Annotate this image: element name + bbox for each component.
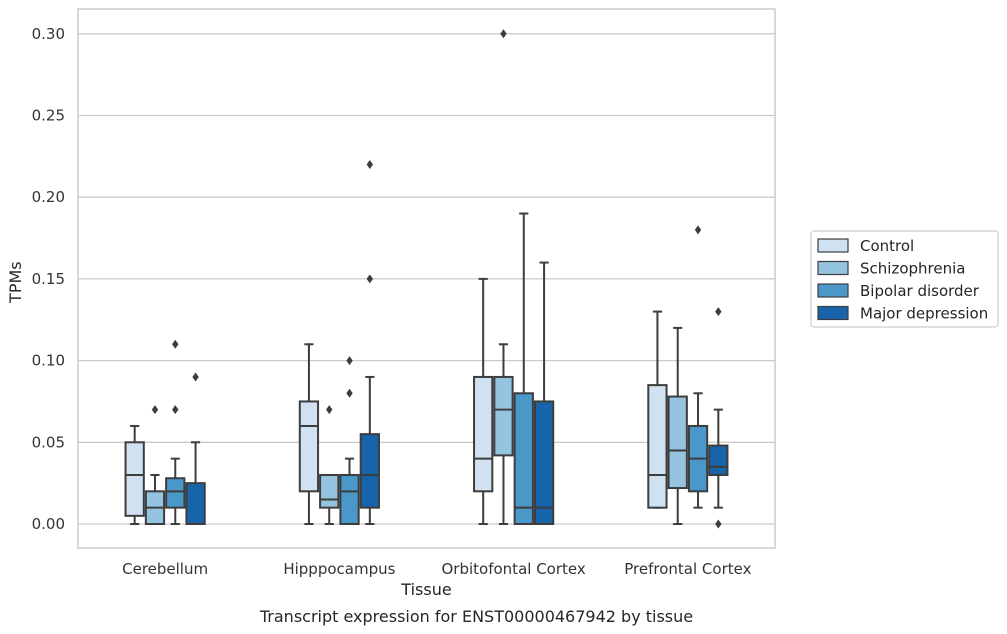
- outlier-marker: [366, 274, 374, 284]
- box-major-depression: [359, 160, 380, 525]
- box-body: [185, 482, 206, 525]
- box-major-depression: [708, 307, 729, 529]
- box-body: [533, 400, 555, 526]
- outlier-marker: [192, 372, 199, 382]
- x-axis-label: Tissue: [400, 580, 451, 599]
- y-tick-label: 0.25: [32, 107, 65, 125]
- plot-frame: [77, 8, 776, 549]
- outlier-marker: [172, 405, 179, 415]
- box-control: [124, 424, 145, 525]
- box-body: [667, 395, 688, 490]
- chart-caption: Transcript expression for ENST0000046794…: [259, 607, 693, 626]
- box-body: [124, 441, 145, 517]
- box-major-depression: [533, 261, 555, 526]
- y-tick-label: 0.10: [32, 352, 65, 370]
- x-tick-label: Prefrontal Cortex: [624, 560, 751, 578]
- outlier-marker: [172, 339, 179, 349]
- x-tick-label: Cerebellum: [122, 560, 208, 578]
- y-axis-label: TPMs: [6, 261, 25, 304]
- box-body: [647, 384, 668, 509]
- y-tick-label: 0.15: [32, 270, 65, 288]
- box-body: [319, 473, 340, 509]
- box-major-depression: [185, 372, 206, 525]
- plot-boxes: [124, 29, 729, 529]
- legend-swatch: [817, 238, 849, 253]
- outlier-marker: [500, 29, 507, 39]
- box-body: [493, 375, 514, 457]
- box-body: [359, 433, 380, 509]
- y-tick-label: 0.05: [32, 433, 65, 451]
- y-tick-labels: 0.00 0.05 0.10 0.15 0.20 0.25 0.30: [32, 25, 65, 533]
- box-body: [339, 473, 360, 526]
- box-schizophrenia: [493, 29, 514, 525]
- box-body: [473, 375, 494, 493]
- box-control: [473, 277, 494, 525]
- box-bipolar-disorder: [513, 212, 534, 525]
- y-tick-label: 0.00: [32, 515, 65, 533]
- box-bipolar-disorder: [165, 339, 186, 525]
- box-schizophrenia: [319, 405, 340, 525]
- outlier-marker: [151, 405, 159, 415]
- legend-label: Bipolar disorder: [860, 282, 980, 300]
- legend-label: Schizophrenia: [860, 260, 965, 278]
- box-body: [165, 477, 186, 509]
- legend-label: Major depression: [860, 305, 988, 323]
- outlier-marker: [715, 519, 722, 529]
- x-tick-label: Orbitofontal Cortex: [442, 560, 586, 578]
- legend-swatch: [817, 283, 849, 298]
- legend-swatch: [817, 260, 849, 276]
- box-body: [513, 392, 534, 525]
- x-tick-label: Hipppocampus: [283, 560, 395, 578]
- box-bipolar-disorder: [339, 356, 360, 526]
- box-body: [298, 400, 320, 493]
- outlier-marker: [694, 225, 702, 235]
- y-tick-label: 0.20: [32, 188, 65, 206]
- y-tick-label: 0.30: [32, 25, 65, 43]
- legend: Control Schizophrenia Bipolar disorder Majo…: [810, 230, 999, 328]
- outlier-marker: [326, 405, 333, 415]
- box-schizophrenia: [144, 405, 166, 526]
- outlier-marker: [715, 307, 722, 317]
- outlier-marker: [366, 160, 374, 170]
- box-control: [298, 343, 320, 525]
- outlier-marker: [346, 356, 353, 366]
- box-control: [647, 310, 668, 509]
- legend-label: Control: [860, 237, 914, 255]
- box-bipolar-disorder: [687, 225, 709, 509]
- box-body: [708, 444, 729, 476]
- x-tick-labels: Cerebellum Hipppocampus Orbitofontal Corte…: [122, 560, 751, 578]
- box-schizophrenia: [667, 326, 688, 525]
- outlier-marker: [346, 388, 353, 398]
- legend-frame: [810, 230, 999, 328]
- legend-swatch: [817, 305, 849, 321]
